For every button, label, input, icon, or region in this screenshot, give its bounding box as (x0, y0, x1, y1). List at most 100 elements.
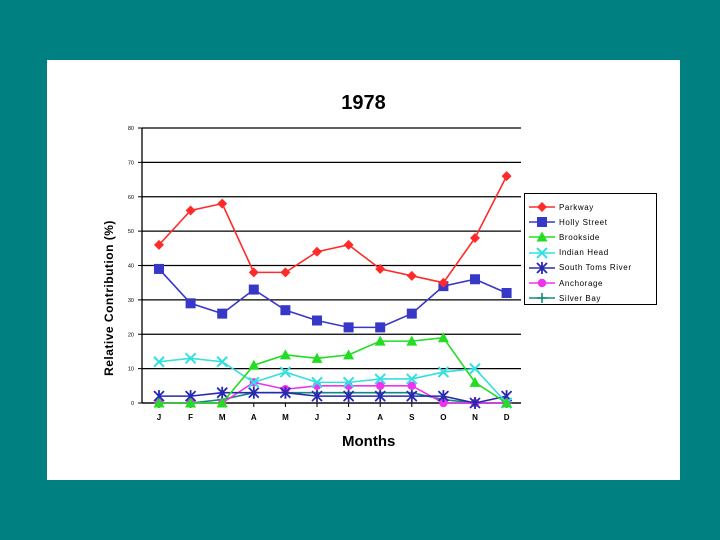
y-tick-label: 70 (128, 160, 134, 166)
y-tick-label: 50 (128, 229, 134, 235)
data-point-south-toms-river (374, 390, 386, 403)
legend-marker (537, 202, 547, 212)
data-point-brookside (216, 397, 228, 408)
y-tick-label: 10 (128, 367, 134, 373)
legend-marker (536, 231, 548, 242)
legend-item-anchorage: Anchorage (529, 276, 603, 290)
legend-swatch (529, 231, 555, 242)
chart-title: 1978 (341, 92, 386, 114)
data-point-holly-street (185, 298, 196, 309)
legend-item-holly-street: Holly Street (529, 215, 608, 229)
legend-swatch (529, 293, 555, 304)
data-point-brookside (374, 335, 386, 346)
data-point-brookside (501, 397, 513, 408)
data-point-indian-head (248, 376, 260, 389)
data-point-south-toms-river (216, 386, 228, 399)
data-point-parkway (312, 246, 322, 257)
data-point-brookside (311, 352, 323, 363)
y-tick-label: 30 (128, 298, 134, 304)
legend-swatch (529, 202, 555, 212)
x-tick-label: M (282, 413, 289, 422)
legend-item-silver-bay: Silver Bay (529, 291, 601, 305)
series-line-holly-street (158, 268, 507, 329)
data-point-indian-head (469, 362, 481, 375)
x-tick-label: A (377, 413, 383, 422)
data-point-parkway (154, 239, 164, 250)
legend-swatch (529, 278, 555, 288)
data-point-holly-street (501, 288, 512, 298)
legend-label: Anchorage (559, 278, 604, 288)
legend-marker (537, 217, 547, 228)
data-point-holly-street (248, 284, 259, 295)
data-point-parkway (248, 267, 259, 278)
data-point-indian-head (374, 373, 386, 385)
data-point-parkway (185, 205, 196, 216)
series-line-south-toms-river (159, 391, 507, 404)
legend-marker (536, 261, 548, 274)
legend-label: Parkway (559, 202, 594, 212)
data-point-parkway (406, 270, 417, 281)
data-point-brookside (437, 332, 449, 343)
data-point-holly-street (375, 322, 386, 333)
data-point-holly-street (312, 315, 322, 326)
data-point-holly-street (280, 305, 291, 316)
data-point-parkway (501, 171, 512, 182)
data-point-indian-head (153, 356, 165, 368)
data-point-brookside (248, 359, 260, 370)
data-point-indian-head (437, 366, 450, 378)
data-point-indian-head (311, 376, 323, 389)
data-point-parkway (217, 198, 228, 209)
legend-marker (537, 293, 547, 304)
x-tick-label: M (219, 413, 226, 422)
x-tick-label: N (472, 413, 478, 422)
legend-item-south-toms-river: South Toms River (529, 261, 632, 275)
legend-swatch (529, 217, 555, 228)
data-point-indian-head (184, 352, 197, 365)
x-axis-title: Months (342, 433, 396, 450)
data-point-parkway (280, 267, 291, 278)
legend-label: Brookside (559, 232, 600, 242)
data-point-parkway (343, 239, 354, 250)
data-point-parkway (438, 277, 449, 288)
data-point-south-toms-river (342, 390, 355, 403)
data-point-south-toms-river (311, 390, 323, 403)
legend-item-indian-head: Indian Head (529, 246, 609, 260)
y-tick-label: 0 (131, 401, 134, 407)
legend-label: Silver Bay (559, 293, 602, 303)
data-point-south-toms-river (248, 386, 260, 399)
data-point-south-toms-river (406, 390, 418, 403)
slide-panel: 80 70 60 50 40 30 20 10 0 J F M A M J J A S O N D 1978 Relat… (47, 60, 680, 480)
data-point-indian-head (216, 356, 228, 368)
legend-item-parkway: Parkway (529, 200, 594, 214)
data-point-indian-head (279, 366, 292, 378)
data-point-brookside (153, 397, 165, 408)
x-tick-label: O (440, 413, 446, 422)
data-point-holly-street (217, 308, 228, 319)
series-line-parkway (158, 175, 508, 284)
y-axis-title: Relative Contribution (%) (102, 220, 116, 376)
legend-item-brookside: Brookside (529, 230, 600, 244)
data-point-brookside (185, 397, 197, 408)
x-tick-label: J (346, 413, 350, 422)
legend-label: Indian Head (559, 248, 609, 258)
chart-canvas: 80 70 60 50 40 30 20 10 0 J F M A M J J A S O N D (128, 126, 521, 422)
data-point-holly-street (343, 322, 354, 333)
data-point-holly-street (406, 308, 417, 319)
x-tick-label: S (409, 413, 415, 422)
x-tick-label: F (188, 413, 193, 422)
data-point-parkway (470, 233, 480, 243)
data-point-brookside (343, 349, 355, 360)
legend-marker (537, 278, 547, 288)
data-point-brookside (406, 335, 418, 346)
data-point-anchorage (376, 381, 385, 391)
legend: Parkway Holly Street Brookside Indian Head S… (524, 193, 657, 305)
y-tick-label: 60 (128, 195, 134, 201)
data-point-south-toms-river (437, 390, 450, 403)
series-line-brookside (159, 336, 508, 404)
y-tick-label: 80 (128, 126, 134, 132)
data-point-south-toms-river (469, 397, 481, 409)
legend-marker (536, 246, 548, 259)
data-point-brookside (279, 349, 291, 360)
legend-label: South Toms River (559, 263, 632, 273)
data-point-brookside (469, 376, 481, 387)
